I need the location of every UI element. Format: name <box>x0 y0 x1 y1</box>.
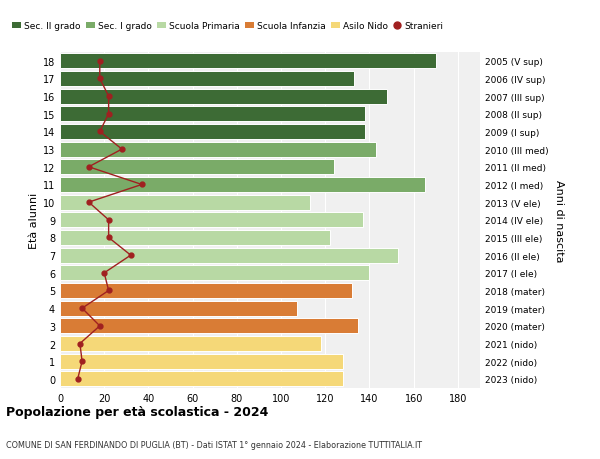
Text: COMUNE DI SAN FERDINANDO DI PUGLIA (BT) - Dati ISTAT 1° gennaio 2024 - Elaborazi: COMUNE DI SAN FERDINANDO DI PUGLIA (BT) … <box>6 441 422 449</box>
Bar <box>60 160 334 175</box>
Y-axis label: Anni di nascita: Anni di nascita <box>554 179 564 262</box>
Bar <box>60 125 365 140</box>
Bar <box>60 283 352 298</box>
Bar <box>60 90 387 104</box>
Bar <box>60 107 365 122</box>
Bar <box>60 266 370 281</box>
Bar <box>60 230 329 246</box>
Text: Popolazione per età scolastica - 2024: Popolazione per età scolastica - 2024 <box>6 405 268 419</box>
Bar <box>60 248 398 263</box>
Bar <box>60 72 354 87</box>
Bar <box>60 178 425 192</box>
Bar <box>60 213 363 228</box>
Bar <box>60 54 436 69</box>
Bar <box>60 336 321 351</box>
Legend: Sec. II grado, Sec. I grado, Scuola Primaria, Scuola Infanzia, Asilo Nido, Stran: Sec. II grado, Sec. I grado, Scuola Prim… <box>9 19 447 35</box>
Bar <box>60 371 343 386</box>
Bar <box>60 142 376 157</box>
Bar <box>60 354 343 369</box>
Bar <box>60 195 310 210</box>
Bar <box>60 301 296 316</box>
Bar <box>60 319 358 334</box>
Y-axis label: Età alunni: Età alunni <box>29 192 38 248</box>
